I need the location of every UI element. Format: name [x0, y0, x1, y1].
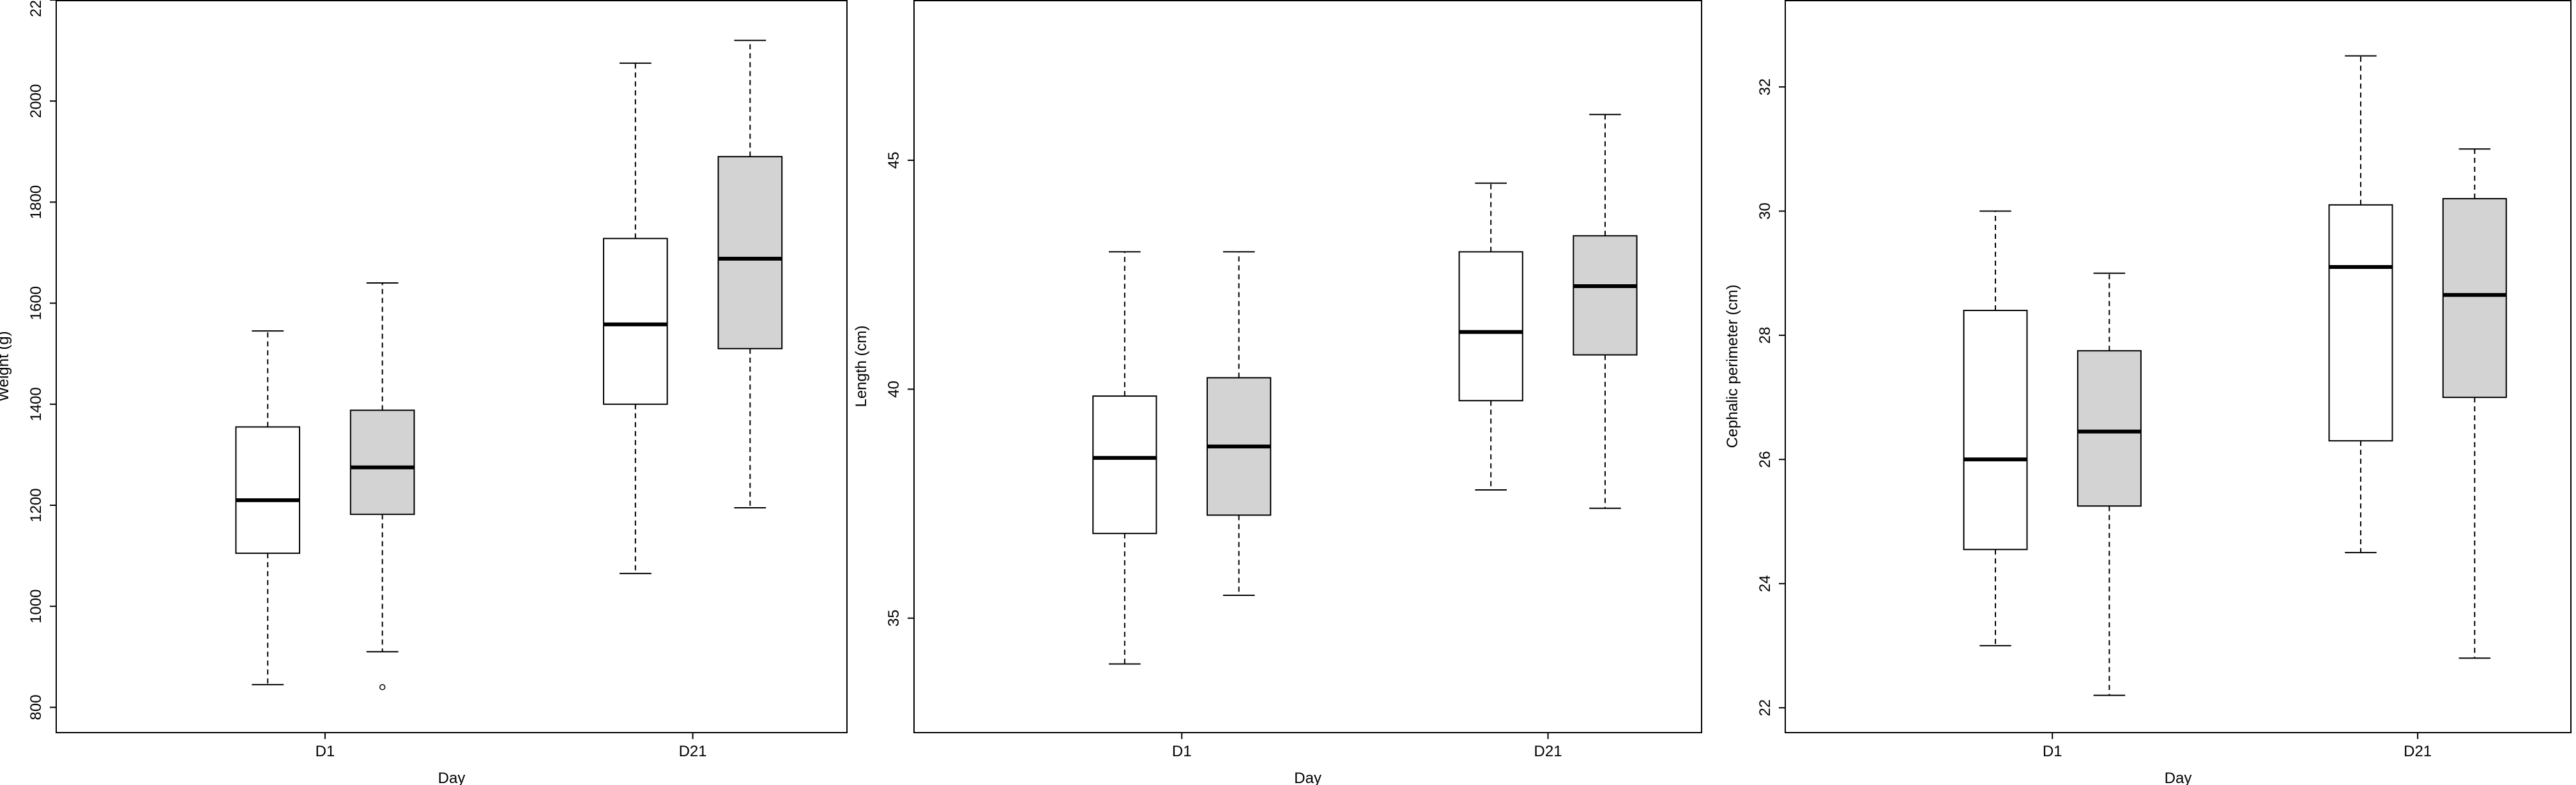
box-iqr — [2442, 198, 2507, 399]
x-tick-label: D21 — [2404, 743, 2432, 760]
box-iqr — [1963, 310, 2028, 551]
y-ticks: 800 1000 1200 1400 1600 1800 2000 2200 — [27, 0, 56, 720]
x-axis-title: Day — [438, 770, 466, 785]
x-tick-label: D1 — [316, 743, 335, 760]
x-ticks: D1 D21 — [2043, 733, 2432, 760]
y-tick-label: 30 — [1757, 202, 1774, 220]
box-iqr — [235, 426, 300, 554]
x-ticks: D1 D21 — [316, 733, 707, 760]
box-iqr — [2328, 204, 2393, 442]
y-tick-label: 35 — [885, 609, 903, 627]
y-tick-label: 2200 — [27, 0, 45, 17]
y-ticks: 35 40 45 — [885, 152, 914, 627]
boxes — [1092, 114, 1638, 665]
box-iqr — [1458, 251, 1523, 402]
y-tick-label: 1600 — [27, 286, 45, 320]
box-iqr — [717, 156, 783, 349]
y-tick-label: 1000 — [27, 590, 45, 623]
y-tick-label: 22 — [1757, 699, 1774, 717]
y-tick-label: 26 — [1757, 451, 1774, 468]
plot-frame — [56, 0, 848, 733]
boxes — [1963, 55, 2507, 696]
plot-frame — [1785, 0, 2572, 733]
y-axis-title: Cephalic perimeter (cm) — [1724, 284, 1741, 448]
y-tick-label: 24 — [1757, 575, 1774, 592]
y-tick-label: 1400 — [27, 387, 45, 421]
box-iqr — [603, 238, 668, 405]
y-tick-label: 40 — [885, 381, 903, 398]
y-axis-title: Weight (g) — [0, 331, 12, 401]
y-tick-label: 32 — [1757, 79, 1774, 96]
x-ticks: D1 D21 — [1172, 733, 1562, 760]
y-tick-label: 800 — [27, 694, 45, 720]
y-axis-title: Length (cm) — [853, 325, 870, 407]
x-axis-title: Day — [2165, 770, 2192, 785]
y-tick-label: 1200 — [27, 488, 45, 522]
plot-frame — [913, 0, 1702, 733]
panel-weight: 800 1000 1200 1400 1600 1800 2000 2200 D1 D21 Da… — [0, 0, 848, 785]
x-tick-label: D21 — [679, 743, 707, 760]
y-tick-label: 1800 — [27, 185, 45, 219]
panel-cephalic-perimeter: 22 24 26 28 30 32 D1 D21 Day Cephalic perimete… — [1724, 0, 2572, 785]
y-tick-label: 2000 — [27, 84, 45, 118]
panel-length: 35 40 45 D1 D21 Day Length (cm) — [853, 0, 1702, 785]
box-iqr — [1092, 395, 1157, 535]
box-iqr — [1573, 235, 1638, 356]
outlier-point — [379, 684, 386, 690]
x-tick-label: D1 — [2043, 743, 2062, 760]
boxes — [235, 40, 783, 690]
box-iqr — [2077, 350, 2142, 507]
x-axis-title: Day — [1294, 770, 1322, 785]
box-iqr — [349, 409, 415, 515]
y-tick-label: 28 — [1757, 327, 1774, 344]
x-tick-label: D1 — [1172, 743, 1192, 760]
y-tick-label: 45 — [885, 152, 903, 169]
y-ticks: 22 24 26 28 30 32 — [1757, 79, 1785, 717]
x-tick-label: D21 — [1534, 743, 1562, 760]
